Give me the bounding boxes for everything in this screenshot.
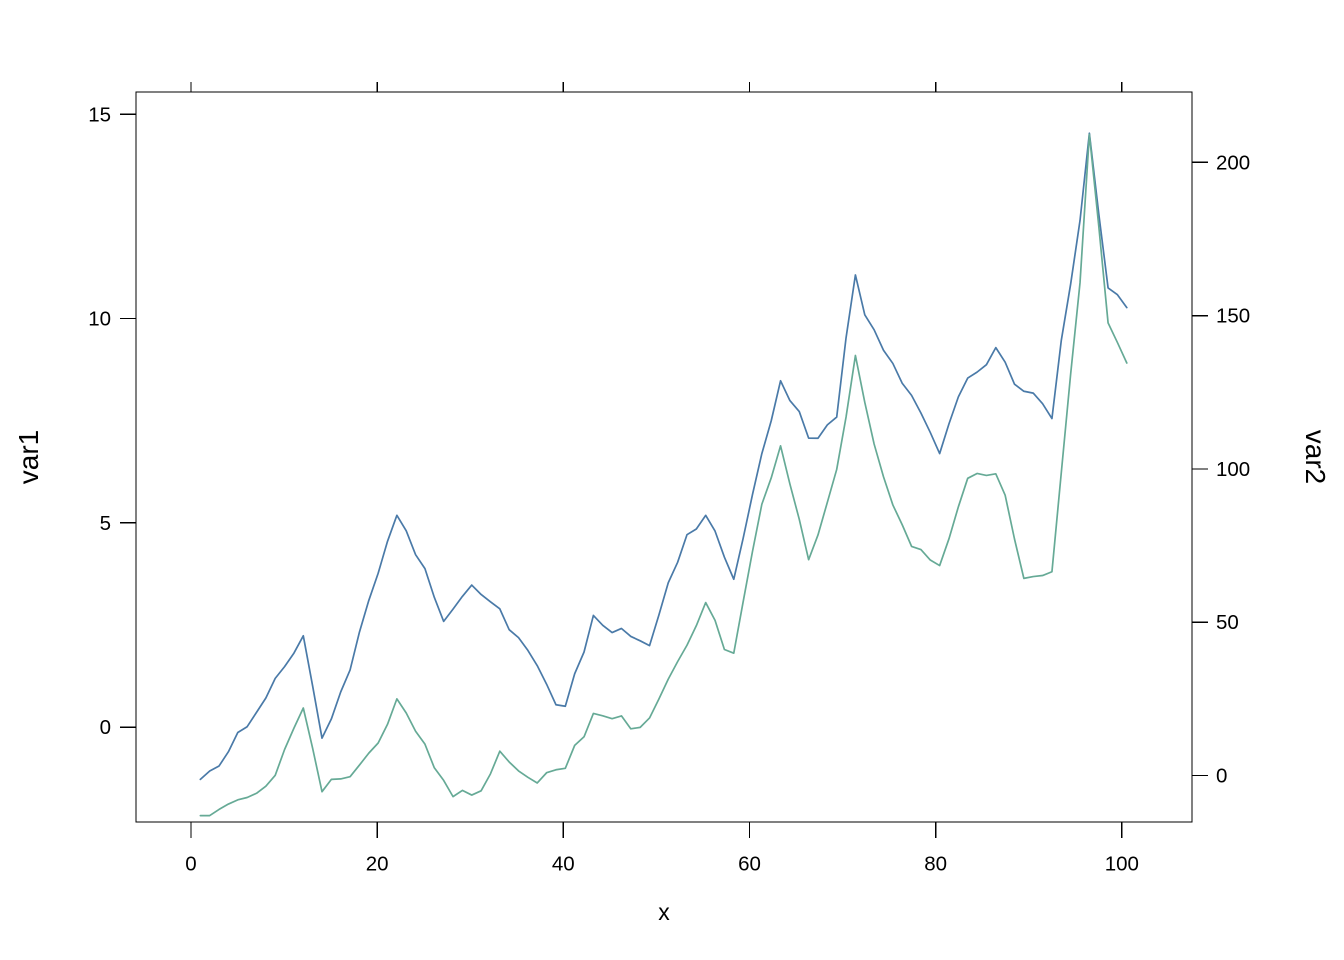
svg-text:0: 0 <box>185 853 196 876</box>
svg-text:100: 100 <box>1105 853 1139 876</box>
svg-text:40: 40 <box>552 853 575 876</box>
svg-text:100: 100 <box>1216 458 1250 481</box>
svg-text:15: 15 <box>88 103 111 126</box>
svg-text:x: x <box>658 899 670 925</box>
svg-text:80: 80 <box>924 853 947 876</box>
svg-text:var1: var1 <box>13 430 44 484</box>
svg-text:50: 50 <box>1216 611 1239 634</box>
svg-text:10: 10 <box>88 308 111 331</box>
svg-text:200: 200 <box>1216 151 1250 174</box>
svg-text:5: 5 <box>100 512 111 535</box>
svg-text:var2: var2 <box>1300 430 1331 484</box>
svg-text:150: 150 <box>1216 305 1250 328</box>
svg-text:60: 60 <box>738 853 761 876</box>
svg-text:0: 0 <box>1216 765 1227 788</box>
svg-text:20: 20 <box>366 853 389 876</box>
svg-text:0: 0 <box>100 716 111 739</box>
